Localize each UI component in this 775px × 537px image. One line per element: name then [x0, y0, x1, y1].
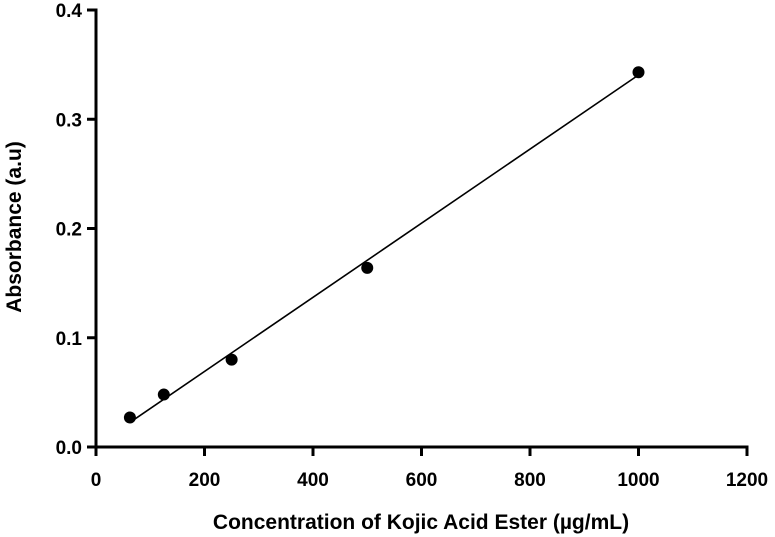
y-tick-label: 0.0: [56, 438, 82, 459]
x-tick-label: 0: [91, 470, 102, 491]
y-axis: 0.0 0.1 0.2 0.3 0.4: [56, 1, 98, 459]
data-points-layer: [123, 66, 645, 424]
data-point: [157, 388, 170, 401]
y-tick-label: 0.1: [56, 329, 83, 350]
x-tick-label: 1200: [726, 470, 768, 491]
x-axis-title: Concentration of Kojic Acid Ester (µg/mL…: [213, 511, 629, 534]
fit-line-layer: [129, 74, 639, 424]
y-tick-label: 0.4: [56, 1, 83, 22]
x-axis: 0 200 400 600 800 1000 1200: [91, 445, 768, 491]
y-tick-label: 0.2: [56, 220, 82, 241]
y-tick-label: 0.3: [56, 110, 82, 131]
x-tick-label: 1000: [617, 470, 659, 491]
data-point: [225, 353, 238, 366]
x-tick-label: 200: [189, 470, 221, 491]
y-axis-title: Absorbance (a.u): [3, 141, 26, 313]
x-tick-label: 600: [406, 470, 438, 491]
data-point: [632, 66, 645, 79]
data-point: [123, 411, 136, 424]
fit-line: [129, 74, 639, 424]
data-point: [361, 261, 374, 274]
x-tick-label: 400: [297, 470, 329, 491]
x-tick-label: 800: [514, 470, 546, 491]
